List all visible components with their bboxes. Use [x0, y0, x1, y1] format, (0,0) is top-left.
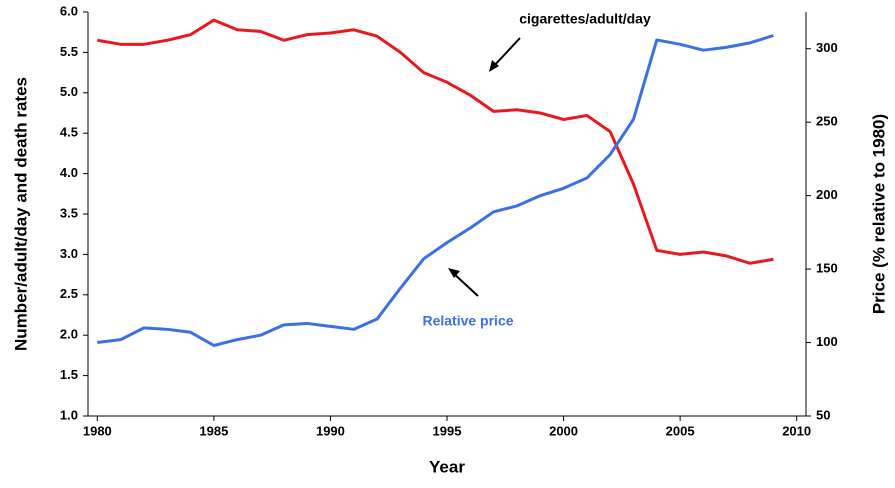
annotation: Relative price: [422, 313, 513, 329]
x-tick-label: 2000: [549, 423, 578, 438]
y-tick-label: 2.5: [60, 286, 78, 301]
arrow: [451, 271, 479, 297]
y-tick-label: 6.0: [60, 3, 78, 18]
line-series: [97, 34, 774, 347]
line-series: [97, 18, 774, 265]
y2-tick-label: 300: [816, 40, 838, 55]
x-tick-label: 1990: [316, 423, 345, 438]
y-tick-label: 3.5: [60, 205, 78, 220]
x-tick-label: 2010: [782, 423, 811, 438]
arrow: [491, 37, 521, 69]
y2-axis-title: Price (% relative to 1980): [869, 114, 888, 314]
y-tick-label: 4.5: [60, 125, 78, 140]
x-tick-label: 1980: [83, 423, 112, 438]
y2-tick-label: 50: [816, 407, 830, 422]
arrowhead: [489, 60, 499, 72]
y-tick-label: 1.0: [60, 407, 78, 422]
y-axis-title: Number/adult/day and death rates: [11, 77, 30, 351]
x-axis-title: Year: [429, 457, 465, 476]
x-tick-label: 1985: [199, 423, 228, 438]
y-tick-label: 2.0: [60, 327, 78, 342]
arrowhead: [448, 268, 460, 278]
y2-tick-label: 150: [816, 261, 838, 276]
y2-tick-label: 200: [816, 187, 838, 202]
y-tick-label: 1.5: [60, 367, 78, 382]
x-tick-label: 2005: [666, 423, 695, 438]
x-tick-label: 1995: [433, 423, 462, 438]
y2-tick-label: 100: [816, 334, 838, 349]
annotation: cigarettes/adult/day: [519, 11, 651, 27]
y-tick-label: 3.0: [60, 246, 78, 261]
y-tick-label: 4.0: [60, 165, 78, 180]
y-tick-label: 5.5: [60, 44, 78, 59]
y-tick-label: 5.0: [60, 84, 78, 99]
y2-tick-label: 250: [816, 114, 838, 129]
